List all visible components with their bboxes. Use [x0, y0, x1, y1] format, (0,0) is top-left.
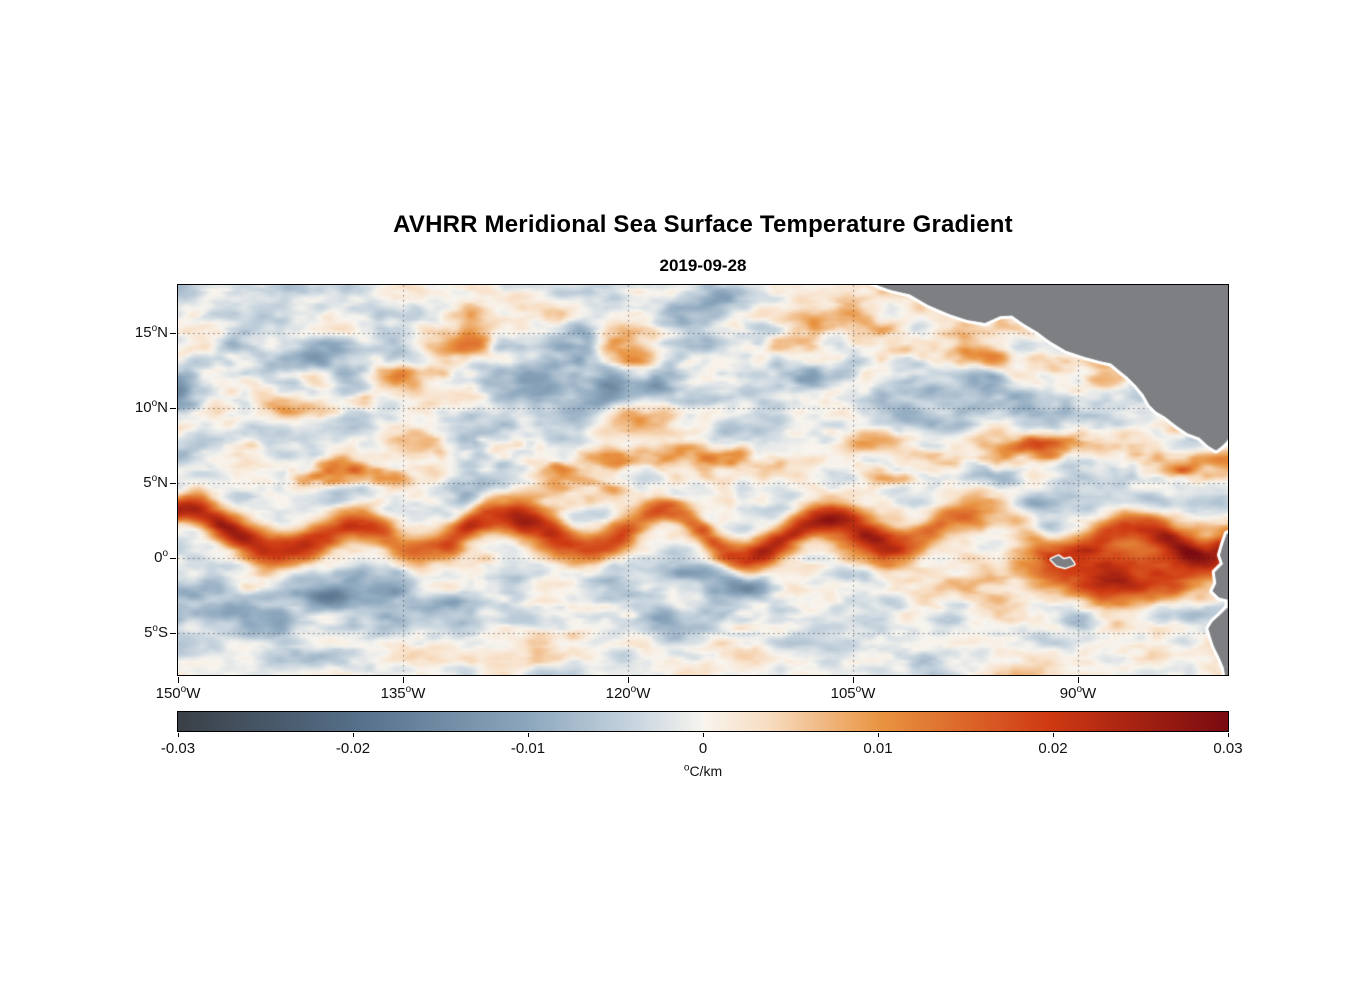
x-axis-tick: [853, 677, 854, 683]
y-axis-tick-label: 0o: [154, 548, 168, 567]
colorbar-tick-label: 0.03: [1213, 740, 1243, 757]
x-axis-tick-label: 90oW: [1059, 684, 1097, 703]
x-axis-tick: [1078, 677, 1079, 683]
y-axis-tick: [170, 408, 176, 409]
x-axis-tick: [403, 677, 404, 683]
colorbar-tick-label: -0.02: [335, 740, 371, 757]
colorbar-tick-label: 0.01: [863, 740, 893, 757]
colorbar-tick: [353, 733, 354, 737]
colorbar-tick-label: 0.02: [1038, 740, 1068, 757]
colorbar-gradient: [178, 712, 1228, 731]
colorbar-tick: [528, 733, 529, 737]
colorbar-tick: [878, 733, 879, 737]
colorbar-tick: [178, 733, 179, 737]
colorbar-unit-label: oC/km: [683, 762, 723, 779]
x-axis-tick: [628, 677, 629, 683]
x-axis-tick-label: 135oW: [380, 684, 426, 703]
y-axis-tick: [170, 558, 176, 559]
x-axis-tick-label: 105oW: [830, 684, 876, 703]
y-axis-tick-label: 5oS: [144, 623, 168, 642]
colorbar-tick: [1053, 733, 1054, 737]
y-axis-tick-label: 15oN: [134, 323, 168, 342]
colorbar-tick-label: -0.03: [160, 740, 196, 757]
x-axis-tick-label: 120oW: [605, 684, 651, 703]
x-axis-tick-label: 150oW: [155, 684, 201, 703]
colorbar-tick: [1228, 733, 1229, 737]
y-axis-tick: [170, 483, 176, 484]
y-axis-tick-label: 10oN: [134, 398, 168, 417]
colorbar: [177, 711, 1229, 732]
sst-gradient-heatmap: [178, 285, 1228, 675]
y-axis-tick: [170, 633, 176, 634]
colorbar-tick-label: -0.01: [510, 740, 546, 757]
map-plot-area: [177, 284, 1229, 676]
chart-title: AVHRR Meridional Sea Surface Temperature…: [393, 211, 1013, 238]
y-axis-tick: [170, 333, 176, 334]
x-axis-tick: [178, 677, 179, 683]
y-axis-tick-label: 5oN: [143, 473, 168, 492]
colorbar-tick: [703, 733, 704, 737]
chart-date: 2019-09-28: [659, 256, 747, 275]
colorbar-tick-label: 0: [698, 740, 708, 757]
